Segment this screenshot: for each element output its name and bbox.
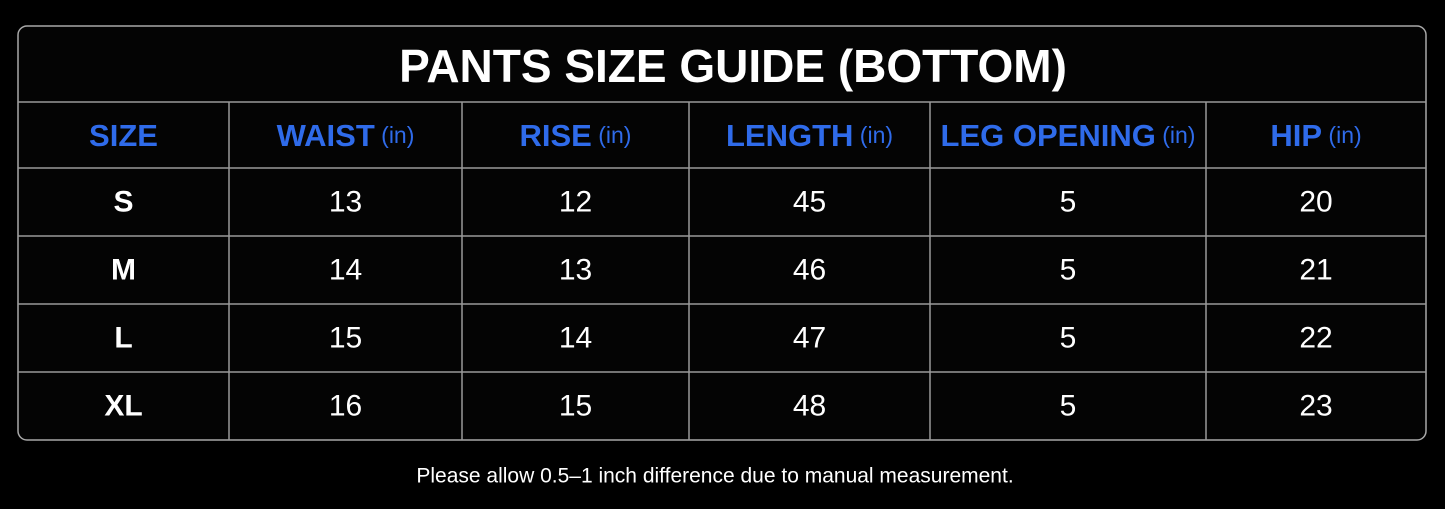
header-unit: (in) — [1328, 122, 1361, 148]
value-cell: 15 — [329, 322, 362, 355]
column-header: HIP (in) — [1270, 118, 1361, 153]
note: Please allow 0.5–1 inch difference due t… — [416, 465, 1013, 488]
column-header: SIZE — [89, 118, 158, 153]
value-cell: 5 — [1060, 254, 1077, 287]
value-cell: 5 — [1060, 390, 1077, 423]
value-cell: 5 — [1060, 322, 1077, 355]
header-label: RISE — [520, 118, 592, 153]
value-cell: 48 — [793, 390, 826, 423]
value-cell: 13 — [559, 254, 592, 287]
value-cell: 12 — [559, 186, 592, 219]
header-label: WAIST — [277, 118, 375, 153]
value-cell: 15 — [559, 390, 592, 423]
value-cell: 46 — [793, 254, 826, 287]
header-unit: (in) — [860, 122, 893, 148]
value-cell: 23 — [1299, 390, 1332, 423]
column-header: RISE (in) — [520, 118, 632, 153]
size-cell: S — [113, 186, 133, 219]
value-cell: 21 — [1299, 254, 1332, 287]
header-unit: (in) — [381, 122, 414, 148]
value-cell: 14 — [559, 322, 592, 355]
header-unit: (in) — [1162, 122, 1195, 148]
value-cell: 47 — [793, 322, 826, 355]
header-unit: (in) — [598, 122, 631, 148]
value-cell: 20 — [1299, 186, 1332, 219]
column-header: LENGTH (in) — [726, 118, 893, 153]
size-cell: XL — [104, 390, 142, 423]
title: PANTS SIZE GUIDE (BOTTOM) — [399, 40, 1067, 92]
header-label: LENGTH — [726, 118, 853, 153]
value-cell: 22 — [1299, 322, 1332, 355]
size-cell: L — [114, 322, 132, 355]
header-label: SIZE — [89, 118, 158, 153]
header-label: LEG OPENING — [941, 118, 1156, 153]
column-header: WAIST (in) — [277, 118, 415, 153]
table-frame — [17, 25, 1427, 441]
value-cell: 16 — [329, 390, 362, 423]
value-cell: 13 — [329, 186, 362, 219]
column-header: LEG OPENING (in) — [941, 118, 1196, 153]
value-cell: 14 — [329, 254, 362, 287]
size-cell: M — [111, 254, 136, 287]
value-cell: 5 — [1060, 186, 1077, 219]
header-label: HIP — [1270, 118, 1322, 153]
value-cell: 45 — [793, 186, 826, 219]
